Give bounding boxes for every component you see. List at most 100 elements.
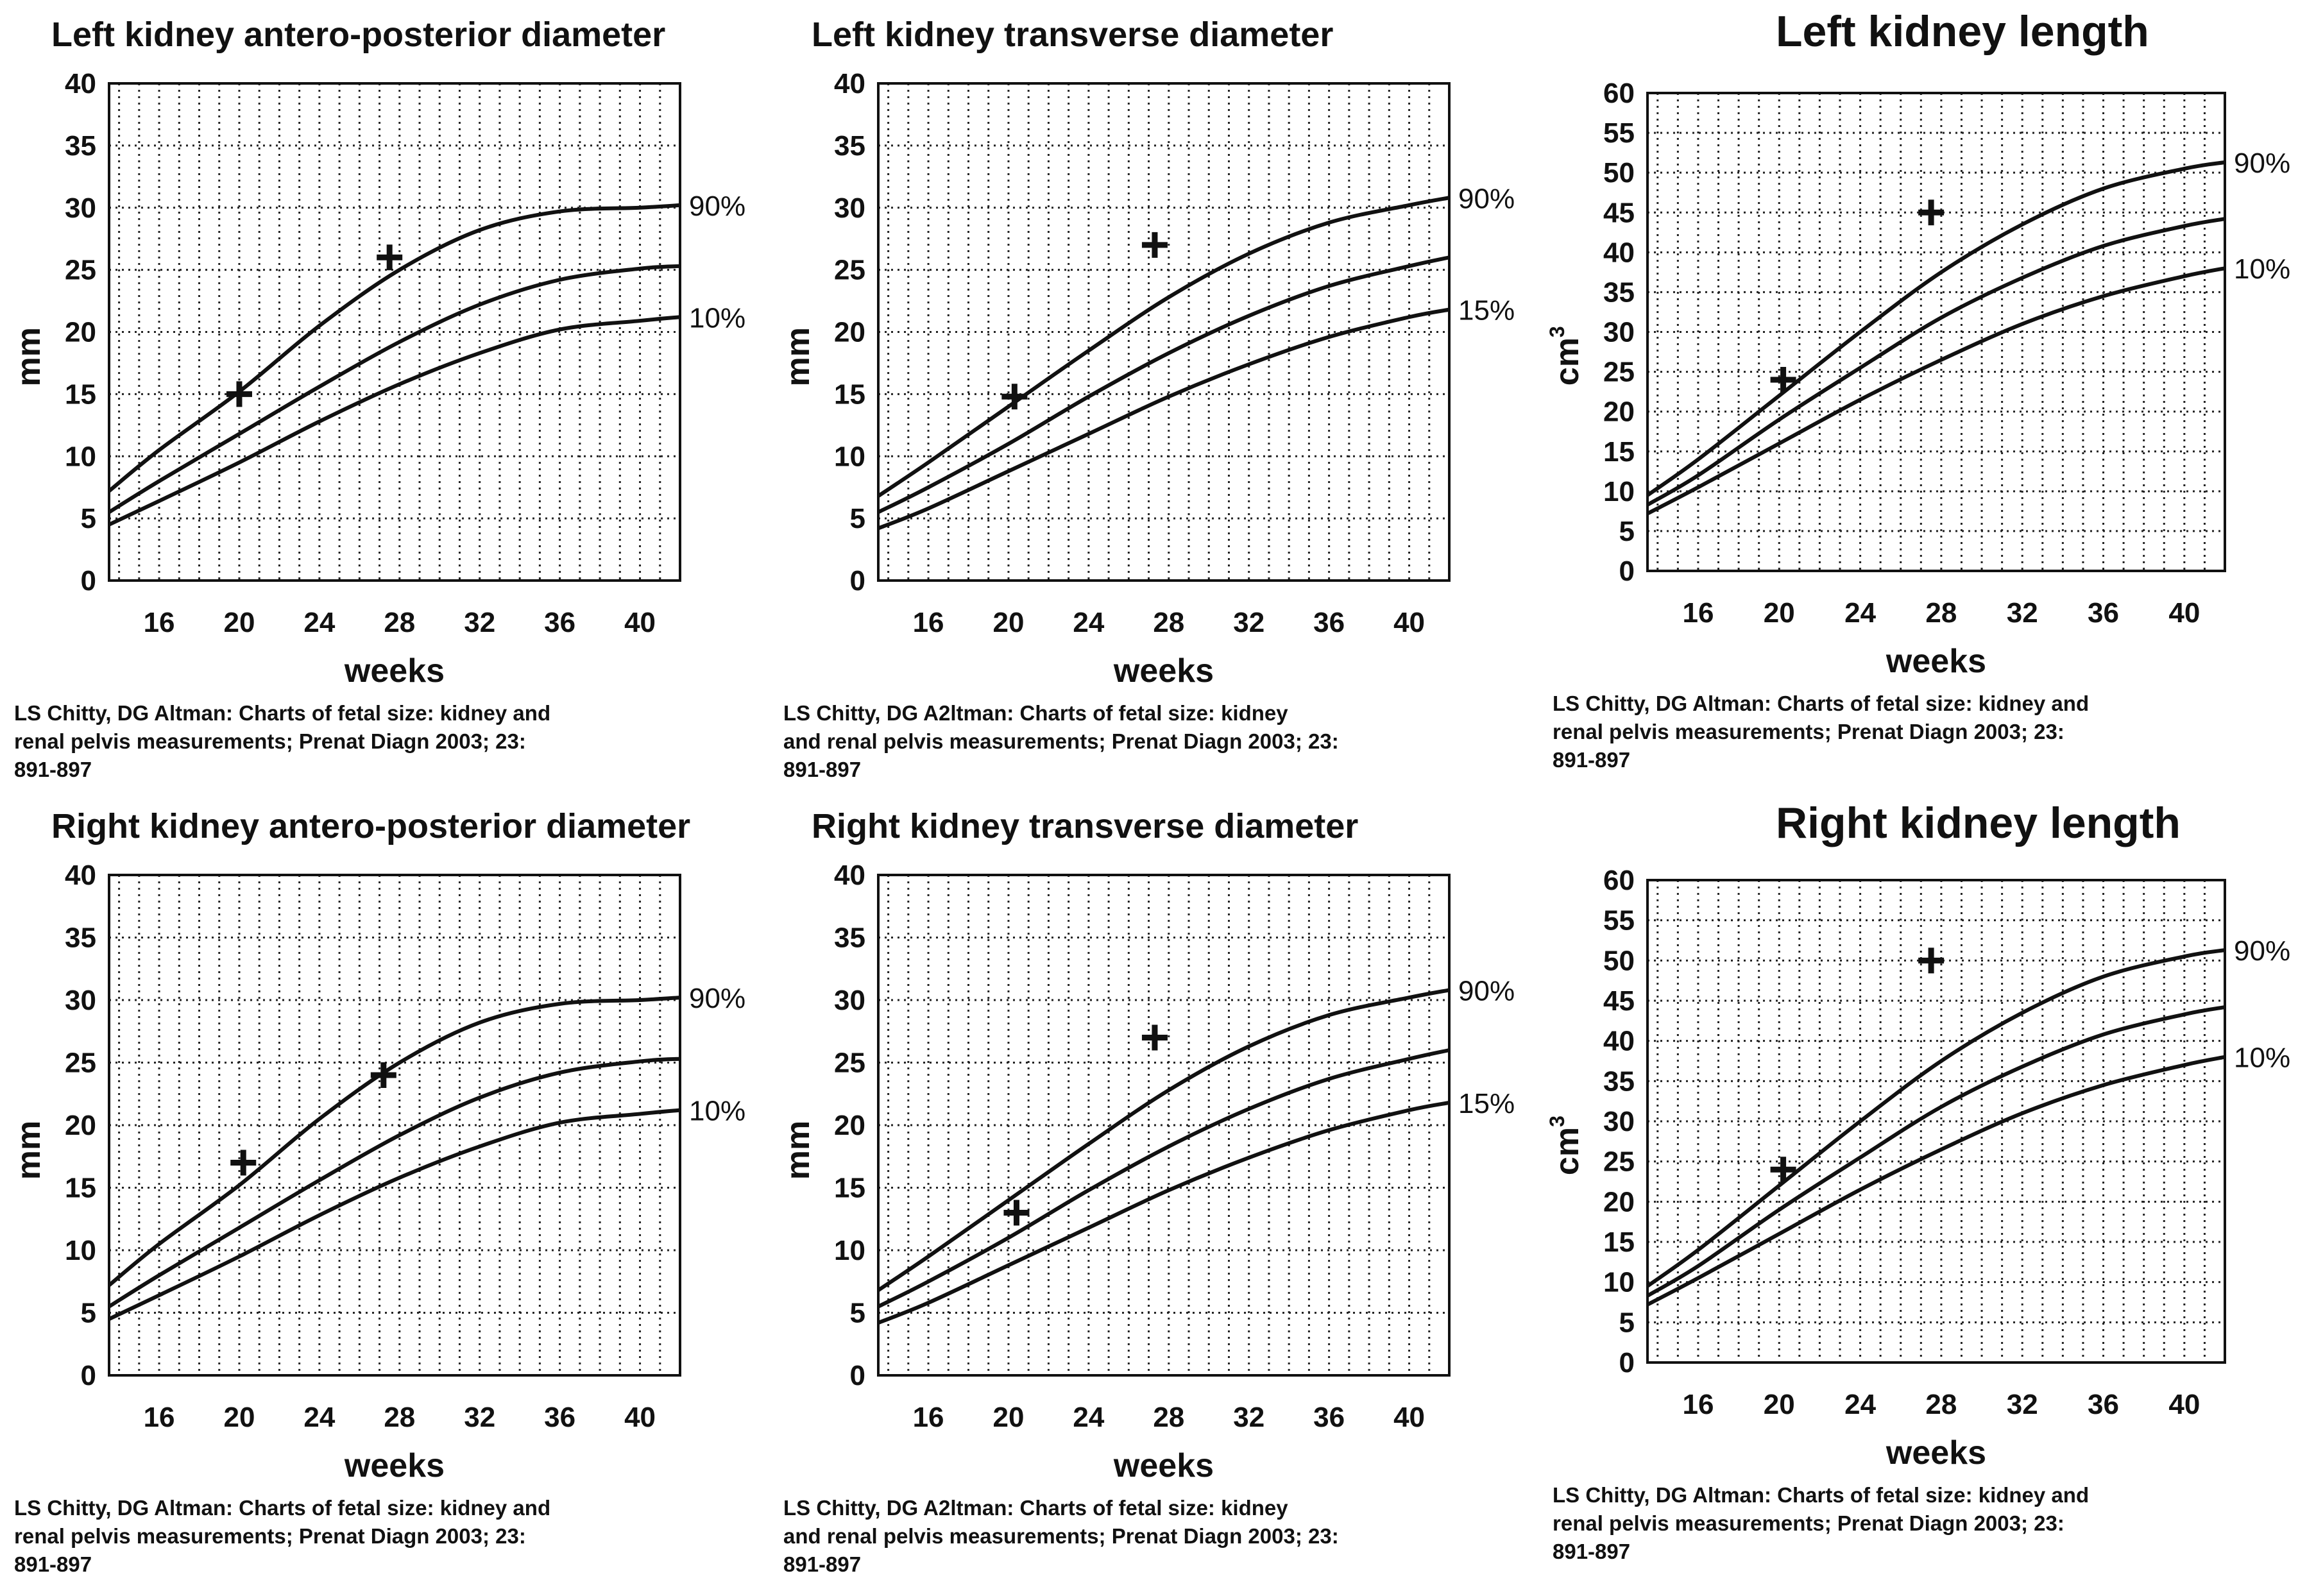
y-tick-label: 40 — [1603, 1026, 1635, 1057]
y-tick-label: 50 — [1603, 157, 1635, 189]
citation-line: renal pelvis measurements; Prenat Diagn … — [14, 729, 526, 753]
y-tick-label: 10 — [1603, 1267, 1635, 1298]
chart-svg: Left kidney transverse diameter 0 5 10 15 20 2… — [779, 15, 1515, 690]
x-tick-label: 40 — [624, 1402, 656, 1433]
y-axis-label: mm — [779, 327, 817, 386]
x-tick-label: 36 — [2088, 597, 2119, 629]
chart-svg: Left kidney length 0 5 10 15 20 25 30 35 40 45 50 55… — [1545, 7, 2290, 680]
curve-label-15: 15% — [1458, 1088, 1515, 1119]
measurement-point — [1770, 1157, 1796, 1183]
y-tick-label: 15 — [1603, 1227, 1635, 1258]
centile-curve-50 — [1646, 1005, 2226, 1298]
y-tick-label: 50 — [1603, 945, 1635, 976]
y-axis-label: cm3 — [1545, 1116, 1586, 1175]
citation: LS Chitty, DG Altman: Charts of fetal si… — [14, 1494, 733, 1579]
y-tick-label: 30 — [1603, 1106, 1635, 1137]
plot-frame — [877, 82, 1451, 582]
x-tick-label: 32 — [1233, 607, 1264, 638]
citation-line: and renal pelvis measurements; Prenat Di… — [783, 729, 1339, 753]
plot-frame — [877, 874, 1451, 1377]
x-tick-label: 32 — [1233, 1402, 1264, 1433]
citation: LS Chitty, DG A2ltman: Charts of fetal s… — [783, 699, 1502, 784]
y-tick-label: 20 — [834, 317, 865, 348]
y-tick-label: 40 — [65, 68, 96, 99]
centile-curve-10 — [1646, 1055, 2226, 1307]
x-tick-label: 40 — [1393, 1402, 1425, 1433]
y-axis-label: mm — [10, 327, 47, 386]
centile-curve-90 — [108, 996, 681, 1287]
curve-label-90: 90% — [1458, 183, 1515, 214]
x-axis-label: weeks — [344, 1447, 445, 1484]
y-tick-label: 20 — [65, 1110, 96, 1141]
x-tick-label: 16 — [144, 1402, 175, 1433]
y-tick-label: 15 — [834, 378, 865, 410]
curve-label-15: 15% — [1458, 295, 1515, 327]
grid — [1647, 92, 2226, 572]
x-axis-label: weeks — [1886, 1434, 1986, 1472]
curve-label-10: 10% — [689, 302, 745, 334]
chart-panel-left-transverse: Left kidney transverse diameter 0 5 10 15 20 2… — [769, 0, 1538, 798]
y-tick-label: 40 — [834, 68, 865, 99]
x-tick-label: 28 — [1153, 607, 1184, 638]
chart-title: Left kidney antero-posterior diameter — [51, 15, 665, 54]
x-tick-label: 32 — [464, 1402, 495, 1433]
chart-title: Left kidney length — [1776, 7, 2149, 56]
citation-line: 891-897 — [783, 1552, 862, 1576]
centile-curve-15 — [877, 1100, 1450, 1325]
plot-frame — [108, 82, 681, 582]
y-tick-label: 15 — [65, 378, 96, 410]
x-tick-label: 28 — [1925, 1389, 1957, 1420]
chart-title: Right kidney length — [1776, 799, 2181, 847]
x-tick-label: 16 — [913, 607, 944, 638]
measurement-point — [1141, 232, 1168, 258]
chart-panel-left-length: Left kidney length 0 5 10 15 20 25 30 35 40 45 50 55… — [1538, 0, 2307, 798]
centile-curve-10 — [108, 1108, 681, 1321]
citation-line: LS Chitty, DG Altman: Charts of fetal si… — [14, 701, 551, 725]
curve-label-90: 90% — [2234, 148, 2290, 179]
y-tick-label: 30 — [65, 985, 96, 1016]
measurement-point — [1918, 200, 1945, 226]
y-tick-label: 5 — [850, 503, 865, 534]
citation-line: renal pelvis measurements; Prenat Diagn … — [1553, 720, 2064, 743]
y-axis-label: mm — [10, 1121, 47, 1180]
curve-label-90: 90% — [2234, 935, 2290, 967]
x-axis-label: weeks — [1113, 652, 1214, 690]
y-tick-label: 5 — [81, 503, 96, 534]
y-tick-label: 60 — [1603, 865, 1635, 896]
x-tick-label: 40 — [2168, 597, 2200, 629]
curve-label-10: 10% — [2234, 1042, 2290, 1074]
chart-panel-right-length: Right kidney length 0 5 10 15 20 25 30 35 40 45 50 5… — [1538, 798, 2307, 1596]
y-tick-label: 5 — [1619, 516, 1635, 547]
x-tick-label: 36 — [1313, 607, 1345, 638]
centile-curve-90 — [108, 203, 681, 493]
y-tick-label: 5 — [850, 1298, 865, 1329]
measurement-point — [1770, 367, 1796, 393]
centile-curve-90 — [877, 196, 1450, 498]
y-tick-label: 35 — [65, 130, 96, 162]
x-tick-label: 28 — [384, 1402, 415, 1433]
y-tick-label: 0 — [850, 565, 865, 597]
y-tick-label: 25 — [1603, 357, 1635, 388]
grid — [1647, 879, 2226, 1364]
centile-curve-90 — [877, 988, 1450, 1292]
x-tick-label: 32 — [464, 607, 495, 638]
citation-line: LS Chitty, DG Altman: Charts of fetal si… — [14, 1496, 551, 1520]
y-tick-label: 20 — [65, 317, 96, 348]
y-tick-label: 0 — [1619, 1347, 1635, 1379]
x-tick-label: 16 — [1682, 597, 1714, 629]
measurement-point — [1918, 947, 1945, 974]
chart-panel-left-ap: Left kidney antero-posterior diameter 0 5 1… — [0, 0, 769, 798]
y-tick-label: 40 — [834, 860, 865, 891]
citation-line: LS Chitty, DG Altman: Charts of fetal si… — [1553, 692, 2090, 715]
chart-panel-right-ap: Right kidney antero-posterior diameter 0 5… — [0, 798, 769, 1596]
measurement-point — [370, 1062, 396, 1088]
centile-curve-90 — [1646, 948, 2226, 1288]
citation: LS Chitty, DG A2ltman: Charts of fetal s… — [783, 1494, 1502, 1579]
y-tick-label: 20 — [834, 1110, 865, 1141]
centile-curve-50 — [108, 264, 681, 514]
x-tick-label: 20 — [1764, 1389, 1795, 1420]
grid — [878, 874, 1451, 1377]
citation-line: 891-897 — [14, 758, 92, 781]
y-tick-label: 5 — [81, 1298, 96, 1329]
y-tick-label: 35 — [834, 922, 865, 954]
